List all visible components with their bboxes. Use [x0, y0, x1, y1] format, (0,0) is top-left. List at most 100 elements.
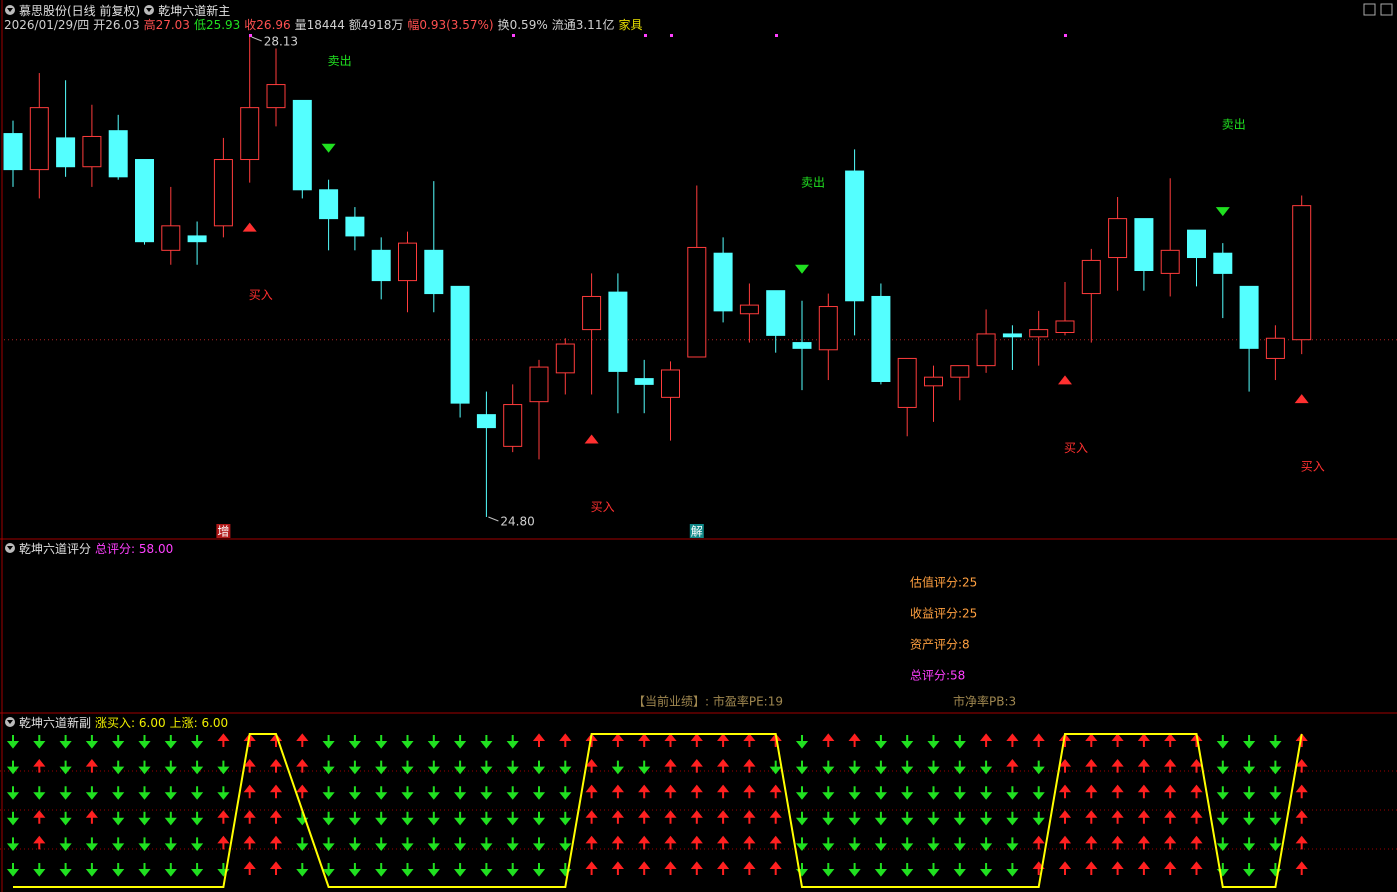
down-arrow [401, 786, 414, 800]
down-arrow [112, 837, 125, 852]
up-arrow [1190, 784, 1203, 799]
extreme-label: 24.80 [500, 514, 534, 528]
down-arrow [901, 837, 914, 852]
up-arrow [1190, 835, 1203, 850]
up-arrow [717, 733, 730, 747]
candle-body [3, 133, 23, 171]
candle-body [503, 404, 523, 447]
up-arrow [85, 810, 98, 824]
candle-body [476, 414, 496, 429]
quote-info: 家具 [618, 17, 643, 32]
menu-icon[interactable] [5, 5, 15, 15]
up-arrow [269, 810, 283, 824]
menu-icon[interactable] [5, 717, 15, 727]
down-arrow [953, 735, 966, 749]
extreme-pointer [488, 516, 499, 522]
up-arrow [1295, 733, 1308, 747]
up-arrow [822, 733, 835, 747]
panel-summary: 上涨: 6.00 [169, 715, 229, 730]
up-arrow [743, 835, 756, 850]
down-arrow [85, 837, 98, 852]
down-arrow [980, 760, 993, 775]
candle-body [950, 365, 970, 378]
down-arrow [480, 863, 493, 877]
menu-icon[interactable] [5, 543, 15, 553]
down-arrow [953, 863, 966, 877]
candle-body [897, 357, 917, 408]
down-arrow [480, 786, 493, 800]
window-button[interactable] [1363, 3, 1376, 16]
down-arrow [59, 786, 72, 800]
down-arrow [506, 735, 519, 749]
down-arrow [506, 863, 519, 877]
down-arrow [1216, 811, 1229, 826]
up-arrow [1032, 861, 1045, 875]
up-arrow [1137, 835, 1150, 850]
quote-info: 2026/01/29/四 [4, 17, 90, 32]
score-line: 估值评分:25 [910, 575, 977, 590]
down-arrow [532, 837, 546, 852]
up-arrow [296, 784, 309, 799]
down-arrow [112, 811, 125, 826]
panel-title: 乾坤六道评分 [19, 541, 92, 556]
up-arrow [1137, 733, 1150, 747]
up-arrow [717, 784, 730, 799]
down-arrow [532, 786, 546, 800]
down-arrow [1216, 735, 1229, 749]
candle-body [1265, 337, 1285, 359]
buy-label: 买入 [591, 500, 615, 514]
down-arrow [848, 863, 861, 877]
down-arrow [427, 863, 440, 877]
candle-body [608, 291, 628, 372]
up-arrow [1164, 835, 1177, 850]
up-arrow [1137, 810, 1150, 824]
down-arrow [980, 837, 993, 852]
down-arrow [848, 837, 861, 852]
up-arrow [1058, 758, 1072, 773]
up-arrow [638, 733, 651, 747]
down-arrow [6, 811, 20, 826]
candle-body [582, 295, 602, 331]
down-arrow [1216, 837, 1229, 852]
up-arrow [664, 784, 677, 799]
buy-marker [1058, 375, 1072, 385]
down-arrow [874, 811, 887, 826]
candle-body [871, 295, 891, 382]
down-arrow [874, 863, 887, 877]
window-button[interactable] [1380, 3, 1393, 16]
down-arrow [795, 837, 809, 852]
up-arrow [1295, 784, 1308, 799]
up-arrow [296, 733, 309, 747]
down-arrow [191, 760, 204, 775]
up-arrow [1058, 810, 1072, 824]
candle-body [739, 304, 759, 315]
quote-info: 收26.96 [244, 17, 291, 32]
down-arrow [138, 837, 151, 852]
menu-icon[interactable] [144, 5, 155, 15]
down-arrow [1006, 786, 1019, 800]
quote-info: 流通3.11亿 [551, 17, 615, 32]
candle-body [766, 290, 786, 336]
down-arrow [638, 760, 651, 775]
down-arrow [33, 786, 46, 800]
up-arrow [1085, 733, 1098, 747]
down-arrow [901, 863, 914, 877]
down-arrow [1269, 837, 1282, 852]
quote-info: 低25.93 [193, 17, 241, 32]
up-arrow [269, 835, 283, 850]
down-arrow [401, 863, 414, 877]
down-arrow [138, 811, 151, 826]
down-arrow [296, 837, 309, 852]
up-arrow [585, 733, 598, 747]
down-arrow [375, 786, 388, 800]
candle-body [555, 343, 575, 374]
up-arrow [1164, 733, 1177, 747]
candle-body [976, 333, 996, 367]
up-arrow [769, 733, 782, 747]
down-arrow [769, 760, 782, 775]
up-arrow [1111, 733, 1124, 747]
candle-body [213, 159, 233, 227]
down-arrow [59, 735, 72, 749]
down-arrow [454, 735, 467, 749]
